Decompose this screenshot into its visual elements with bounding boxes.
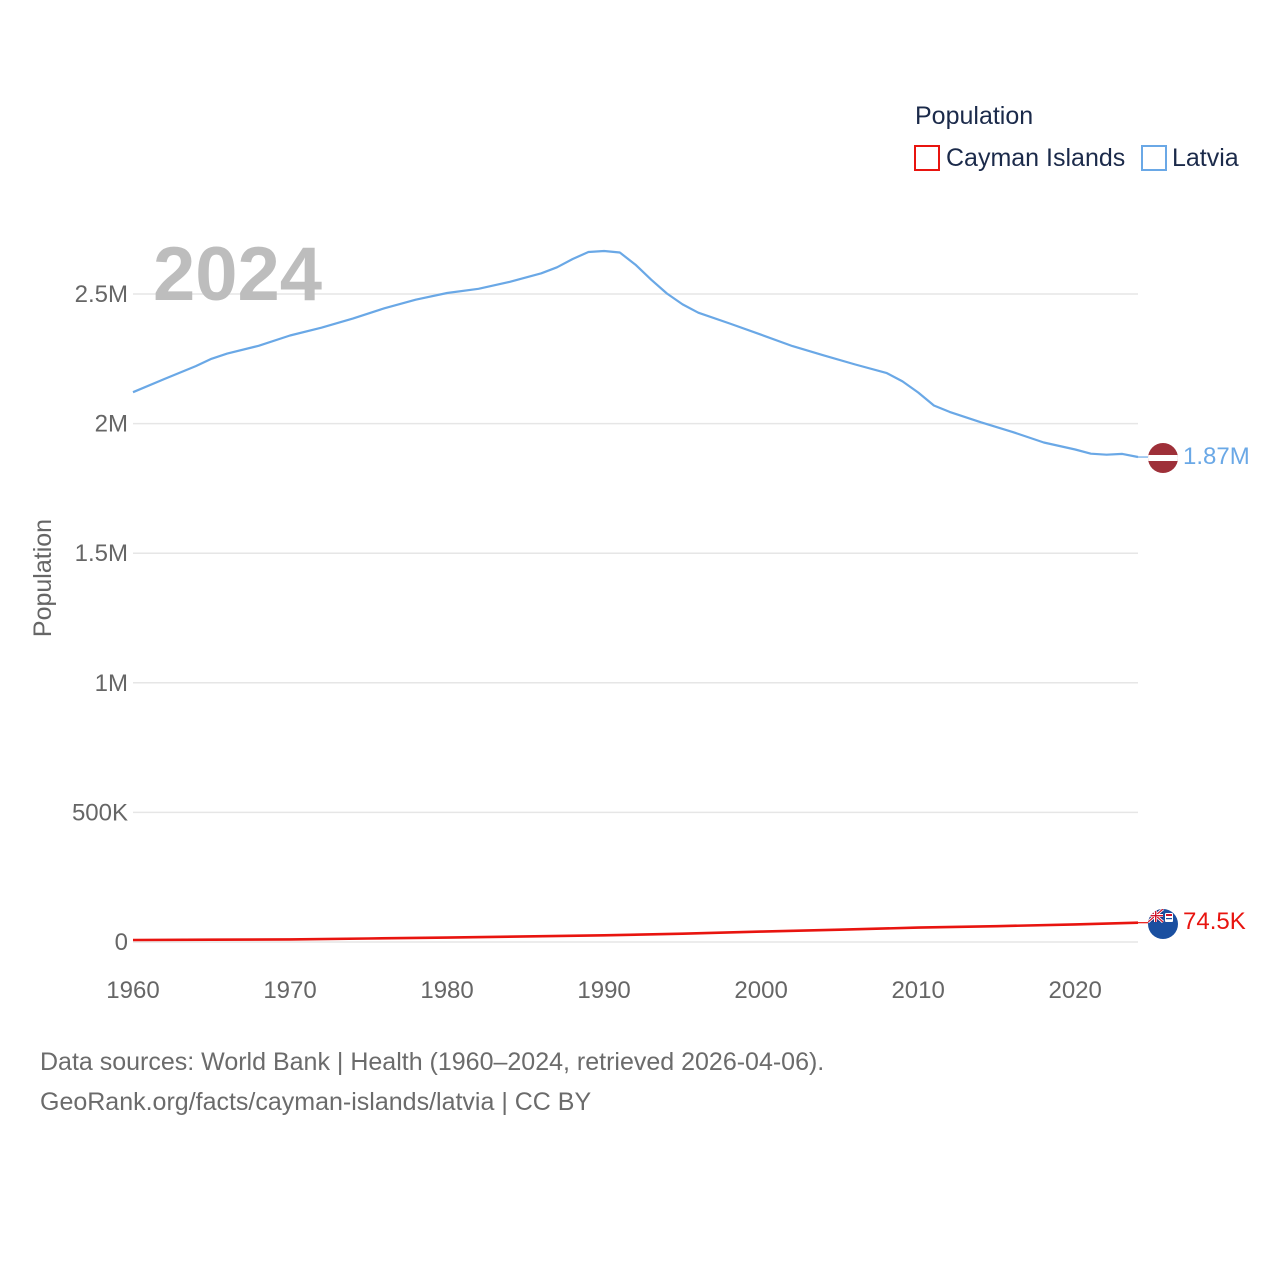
x-tick-label: 1990 <box>577 977 630 1004</box>
source-line-2: GeoRank.org/facts/cayman-islands/latvia … <box>40 1088 592 1116</box>
y-tick-label: 2M <box>95 411 128 438</box>
year-label: 2024 <box>153 232 322 317</box>
source-note: Data sources: World Bank | Health (1960–… <box>40 1042 824 1122</box>
x-tick-label: 2020 <box>1048 977 1101 1004</box>
y-tick-label: 0 <box>115 929 128 956</box>
legend-title: Population <box>915 102 1033 130</box>
series-line-latvia <box>132 249 1139 459</box>
source-line-1: Data sources: World Bank | Health (1960–… <box>40 1048 825 1076</box>
y-tick-label: 1M <box>95 670 128 697</box>
legend-label-cayman-islands: Cayman Islands <box>946 144 1125 172</box>
x-tick-label: 1960 <box>106 977 159 1004</box>
legend-swatch-cayman-islands <box>914 145 940 171</box>
y-tick-label: 1.5M <box>75 540 128 567</box>
cayman-islands-flag-icon <box>1148 909 1178 939</box>
latvia-flag-icon <box>1148 443 1178 473</box>
x-axis-ticks: 1960 1970 1980 1990 2000 2010 2020 <box>106 977 1102 1004</box>
y-tick-label: 2.5M <box>75 281 128 308</box>
legend-label-latvia: Latvia <box>1172 144 1239 172</box>
x-tick-label: 2010 <box>891 977 944 1004</box>
legend-swatch-latvia <box>1141 145 1167 171</box>
latvia-end-label: 1.87M <box>1183 443 1250 470</box>
cayman-islands-end-label: 74.5K <box>1183 908 1246 935</box>
x-tick-label: 2000 <box>734 977 787 1004</box>
legend: Population Cayman Islands Latvia <box>914 102 1239 172</box>
legend-item-latvia[interactable]: Latvia <box>1141 144 1239 172</box>
series-line-cayman-islands <box>132 921 1139 942</box>
x-tick-label: 1970 <box>263 977 316 1004</box>
y-axis-label: Population <box>29 519 57 637</box>
legend-item-cayman-islands[interactable]: Cayman Islands <box>914 144 1125 172</box>
y-axis-ticks: 0 500K 1M 1.5M 2M 2.5M <box>72 281 128 956</box>
y-tick-label: 500K <box>72 799 128 826</box>
grid-lines <box>133 293 1138 943</box>
x-tick-label: 1980 <box>420 977 473 1004</box>
series-lines <box>132 249 1148 942</box>
